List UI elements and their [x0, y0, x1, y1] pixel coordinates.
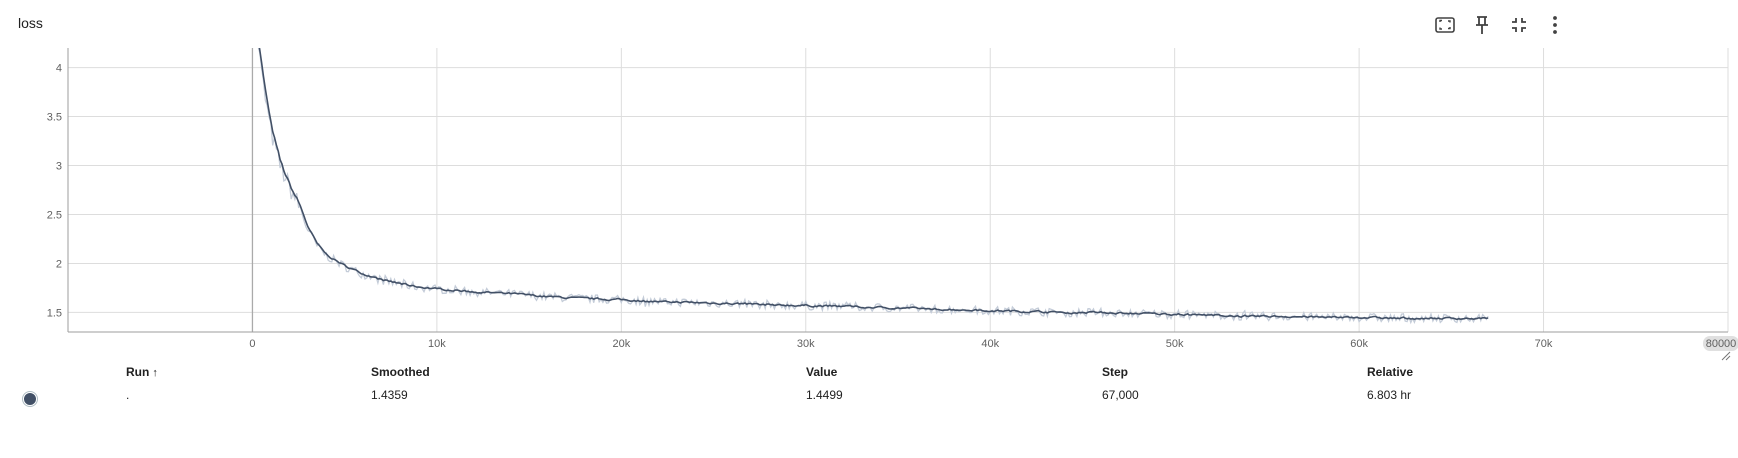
y-tick-label: 4 [56, 63, 62, 75]
y-tick-label: 3 [56, 161, 62, 173]
column-header-relative[interactable]: Relative [1367, 365, 1414, 379]
fit-domain-icon[interactable] [1432, 12, 1458, 38]
grid-layer [68, 48, 1729, 332]
cell-run: . [126, 388, 130, 402]
y-tick-label: 2.5 [47, 209, 62, 221]
y-tick-label: 2 [56, 258, 62, 270]
raw-loss-line [257, 48, 1489, 325]
x-tick-label: 50k [1166, 338, 1184, 350]
x-tick-label: 70k [1535, 338, 1553, 350]
series-layer [257, 48, 1489, 325]
cell-smoothed: 1.4359 [371, 388, 408, 402]
y-tick-label: 3.5 [47, 112, 62, 124]
column-header-step[interactable]: Step [1102, 365, 1129, 379]
sort-ascending-icon: ↑ [152, 367, 158, 379]
column-header-run[interactable]: Run ↑ [126, 365, 158, 379]
column-header-smoothed[interactable]: Smoothed [371, 365, 430, 379]
pin-icon[interactable] [1469, 12, 1495, 38]
run-color-swatch[interactable] [23, 392, 37, 406]
run-data-table: Run ↑ Smoothed Value Step Relative . 1.43… [0, 365, 1738, 425]
x-tick-label: 30k [797, 338, 815, 350]
cell-relative: 6.803 hr [1367, 388, 1412, 402]
loss-chart[interactable]: 1.5 2 2.5 3 3.5 4 0 10k 20k 30k 40k 50k 60k 70k 80000 [0, 0, 1738, 362]
y-tick-label: 1.5 [47, 307, 62, 319]
x-tick-label: 20k [612, 338, 630, 350]
resize-handle-icon [1721, 351, 1731, 361]
x-edge-label-pill [1703, 336, 1738, 351]
card-title: loss [18, 15, 43, 31]
axis-layer [67, 48, 1728, 333]
x-tick-label: 60k [1350, 338, 1368, 350]
smoothed-loss-line [258, 48, 1489, 321]
cell-value: 1.4499 [806, 388, 843, 402]
x-tick-label: 10k [428, 338, 446, 350]
label-layer: 1.5 2 2.5 3 3.5 4 0 10k 20k 30k 40k 50k 60k 70k 80000 [47, 63, 1738, 361]
collapse-icon[interactable] [1506, 12, 1532, 38]
cell-step: 67,000 [1102, 388, 1139, 402]
column-header-value[interactable]: Value [806, 365, 838, 379]
x-tick-label: 0 [249, 338, 255, 350]
more-vert-icon[interactable] [1542, 12, 1568, 38]
x-edge-label: 80000 [1706, 338, 1737, 350]
x-tick-label: 40k [981, 338, 999, 350]
column-header-run-label: Run [126, 365, 150, 379]
